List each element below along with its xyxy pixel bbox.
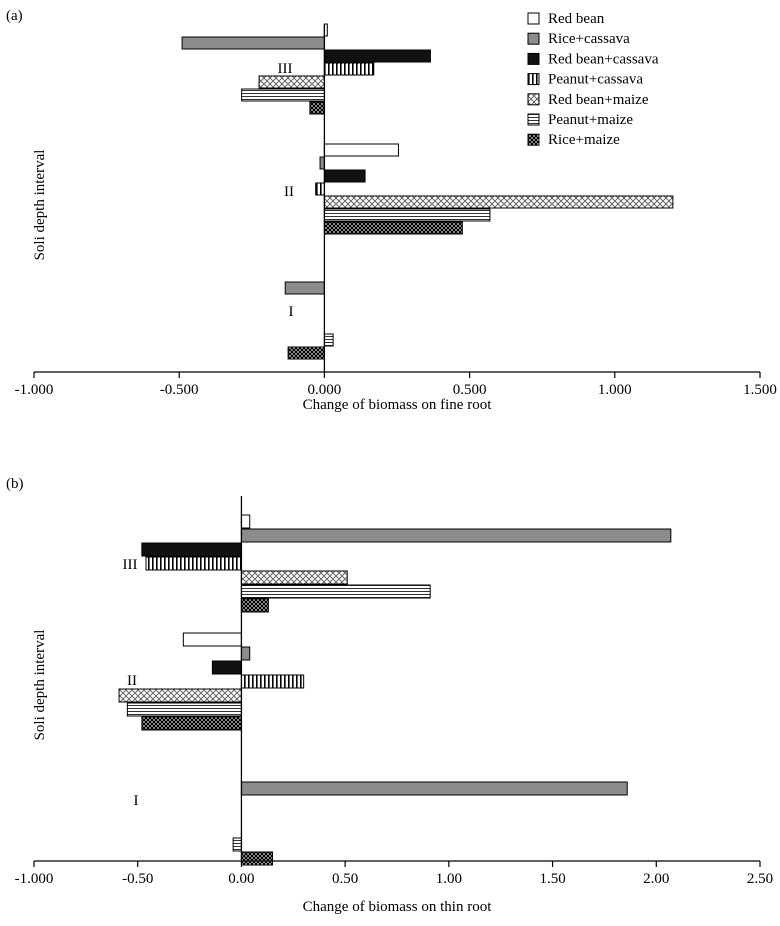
bar-b-ii-1 [240,646,251,661]
bar-b-iii-4 [240,570,348,585]
panel-b-label: (b) [6,476,24,492]
bar-a-iii-6 [309,101,325,115]
panel-a-category-label: III [278,61,293,77]
bar-b-ii-3 [240,674,305,689]
x-tick-label: 2.50 [747,871,773,887]
legend-label: Peanut+cassava [548,72,643,88]
panel-b-category-labels: III II I [123,557,139,809]
x-tick-label: -0.50 [122,871,153,887]
bar-b-iii-6 [240,598,269,613]
legend-swatch [527,93,540,106]
legend-label: Red bean+cassava [548,51,659,67]
bar-a-iii-5 [241,88,325,102]
bar-a-i-1 [284,281,325,295]
bar-a-iii-3 [323,62,375,76]
panel-a-category-label: I [289,304,294,320]
panel-b-category-label: I [134,793,139,809]
legend: Red bean Rice+cassava Red bean+cassava Pean… [527,11,659,148]
x-tick-label: -0.500 [160,382,199,398]
bar-b-iii-3 [145,556,242,571]
panel-a-ylabel: Soli depth interval [32,150,48,261]
bar-a-iii-1 [181,36,325,50]
bar-b-ii-5 [126,702,242,717]
bar-b-i-6 [240,851,274,866]
panel-a: (a) Soli depth interval Change of biomas… [6,8,777,413]
x-tick-label: 2.00 [643,871,669,887]
bar-b-iii-2 [141,542,242,557]
x-tick-label: -1.000 [15,871,54,887]
bar-b-ii-0 [182,632,242,647]
bar-a-ii-5 [323,208,491,222]
x-tick-label: 1.50 [539,871,565,887]
bar-a-ii-6 [323,221,463,235]
legend-swatch [527,32,540,45]
panel-b-category-label: III [123,557,138,573]
panel-b-ylabel: Soli depth interval [32,630,48,741]
legend-label: Rice+cassava [548,31,630,47]
x-tick-label: 0.50 [332,871,358,887]
bar-b-iii-0 [240,514,251,529]
legend-swatch [527,73,540,86]
legend-swatch [527,133,540,146]
x-tick-label: 1.500 [743,382,777,398]
legend-label: Peanut+maize [548,112,633,128]
bar-b-ii-4 [118,688,242,703]
legend-swatch [527,113,540,126]
panel-a-xlabel: Change of biomass on fine root [303,397,493,413]
panel-a-x-axis: -1.000 -0.500 0.000 0.500 1.000 1.500 [15,24,777,398]
legend-label: Red bean+maize [548,92,649,108]
panel-b: (b) Soli depth interval Change of biomas… [6,476,773,915]
bar-a-ii-2 [323,169,366,183]
bar-a-ii-4 [323,195,674,209]
legend-swatch [527,12,540,25]
panel-b-x-axis: -1.000 -0.50 0.00 0.50 1.00 1.50 2.00 2.50 [15,496,773,887]
bar-a-ii-3 [315,182,325,196]
bar-b-i-5 [232,837,242,852]
bar-b-i-1 [240,781,628,796]
x-tick-label: 1.000 [598,382,632,398]
bar-b-ii-6 [141,716,242,731]
panel-a-label: (a) [6,8,23,24]
bar-b-iii-1 [240,528,672,543]
x-tick-label: 0.000 [308,382,342,398]
panel-b-xlabel: Change of biomass on thin root [303,899,493,915]
panel-b-category-label: II [127,673,137,689]
bar-a-iii-4 [258,75,325,89]
x-tick-label: 0.500 [453,382,487,398]
bar-b-iii-5 [240,584,431,599]
bar-b-ii-2 [211,660,242,675]
bar-a-ii-0 [323,143,399,157]
legend-label: Rice+maize [548,132,620,148]
bar-a-i-6 [287,346,325,360]
panel-a-category-label: II [284,184,294,200]
x-tick-label: -1.000 [15,382,54,398]
panel-a-bars [181,23,674,360]
panel-b-bars [118,514,672,866]
bar-a-i-5 [323,333,334,347]
panel-a-category-labels: III II I [278,61,295,320]
x-tick-label: 0.00 [228,871,254,887]
legend-swatch [527,52,540,65]
bar-a-iii-2 [323,49,431,63]
legend-label: Red bean [548,11,605,27]
bar-a-ii-1 [319,156,325,170]
x-tick-label: 1.00 [436,871,462,887]
